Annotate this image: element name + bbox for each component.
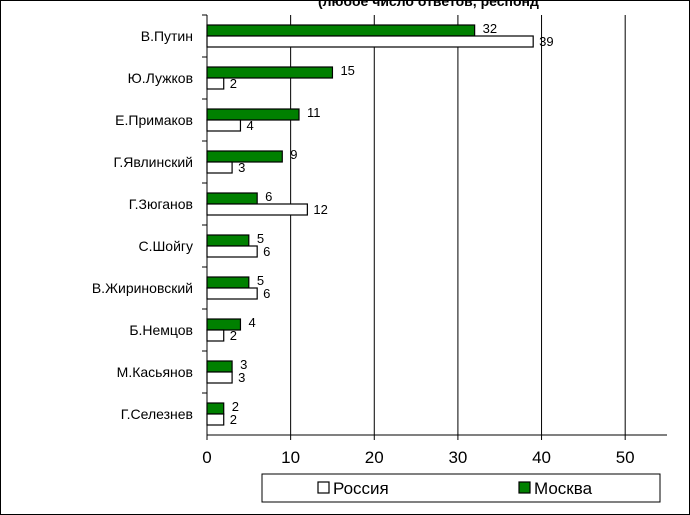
category-label: М.Касьянов: [117, 364, 193, 380]
bar-moscow: [206, 276, 250, 289]
data-label-moscow: 2: [232, 399, 239, 414]
bar-russia: [206, 287, 258, 300]
bar-russia: [206, 329, 225, 342]
legend-swatch-russia: [317, 481, 330, 494]
legend-label-moscow: Москва: [534, 479, 593, 498]
bar-moscow: [206, 402, 225, 415]
category-label: Г.Зюганов: [129, 196, 193, 212]
data-label-russia: 12: [313, 202, 327, 217]
data-label-russia: 2: [230, 76, 237, 91]
bar-russia: [206, 371, 233, 384]
bar-russia: [206, 245, 258, 258]
bar-moscow: [206, 192, 258, 205]
category-label: С.Шойгу: [138, 238, 193, 254]
legend-swatch-moscow: [518, 481, 531, 494]
x-tick-label: 50: [616, 448, 635, 467]
data-label-russia: 39: [539, 34, 553, 49]
data-label-moscow: 5: [257, 231, 264, 246]
data-label-russia: 2: [230, 412, 237, 427]
bar-russia: [206, 119, 242, 132]
x-tick-label: 0: [202, 448, 211, 467]
data-label-moscow: 5: [257, 273, 264, 288]
category-label: Е.Примаков: [115, 112, 193, 128]
data-label-moscow: 6: [265, 189, 272, 204]
legend-label-russia: Россия: [333, 479, 389, 498]
x-tick-label: 40: [532, 448, 551, 467]
x-tick-label: 20: [365, 448, 384, 467]
bar-moscow: [206, 24, 476, 37]
data-label-russia: 3: [238, 370, 245, 385]
data-label-moscow: 4: [248, 315, 255, 330]
category-label: Б.Немцов: [129, 322, 193, 338]
bar-russia: [206, 413, 225, 426]
category-label: В.Путин: [141, 28, 193, 44]
bar-russia: [206, 77, 225, 90]
bar-russia: [206, 35, 534, 48]
bar-moscow: [206, 66, 334, 79]
plot-area: [207, 15, 667, 435]
gridlines: [290, 15, 626, 435]
category-label: В.Жириновский: [92, 280, 193, 296]
bar-russia: [206, 203, 308, 216]
bar-moscow: [206, 234, 250, 247]
x-tick-label: 10: [281, 448, 300, 467]
data-label-russia: 2: [230, 328, 237, 343]
category-label: Г.Селезнев: [121, 406, 193, 422]
data-label-russia: 6: [263, 286, 270, 301]
legend: Россия Москва: [261, 473, 661, 503]
chart-title: (любое число ответов, респонд: [318, 0, 539, 9]
data-label-moscow: 32: [483, 21, 497, 36]
category-label: Г.Явлинский: [114, 154, 193, 170]
data-label-russia: 6: [263, 244, 270, 259]
data-label-moscow: 15: [340, 63, 354, 78]
bar-russia: [206, 161, 233, 174]
bar-moscow: [206, 360, 233, 373]
x-tick-label: 30: [448, 448, 467, 467]
data-label-moscow: 3: [240, 357, 247, 372]
data-label-russia: 3: [238, 160, 245, 175]
data-label-moscow: 11: [307, 105, 321, 120]
x-axis-ticks: 0 10 20 30 40 50: [202, 435, 635, 467]
category-label: Ю.Лужков: [128, 70, 193, 86]
category-labels: В.Путин Ю.Лужков Е.Примаков Г.Явлинский Г.Зю…: [92, 14, 207, 422]
data-label-moscow: 9: [290, 147, 297, 162]
data-label-russia: 4: [246, 118, 253, 133]
